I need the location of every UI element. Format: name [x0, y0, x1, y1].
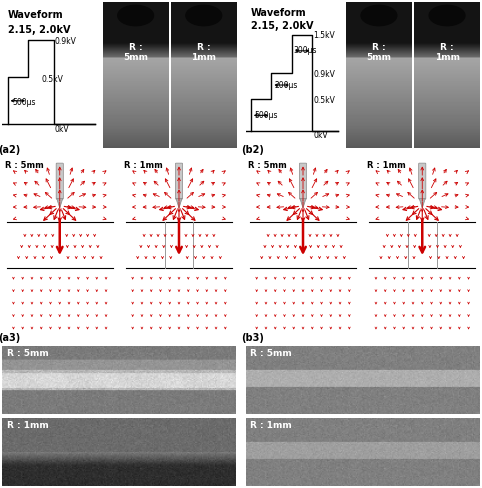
Text: (b2): (b2): [241, 145, 264, 155]
Text: Waveform: Waveform: [8, 10, 63, 20]
Text: R : 5mm: R : 5mm: [248, 161, 287, 170]
Text: R :
1mm: R : 1mm: [191, 43, 216, 62]
Text: 1.5kV: 1.5kV: [313, 32, 335, 41]
Ellipse shape: [186, 5, 222, 26]
FancyBboxPatch shape: [175, 163, 183, 199]
Ellipse shape: [361, 5, 397, 26]
Text: 0kV: 0kV: [313, 131, 328, 140]
Polygon shape: [300, 199, 306, 208]
Text: R : 1mm: R : 1mm: [124, 161, 162, 170]
Polygon shape: [57, 199, 63, 208]
Text: 0.9kV: 0.9kV: [313, 70, 335, 79]
Text: 500μs: 500μs: [13, 99, 36, 107]
Text: R : 5mm: R : 5mm: [250, 349, 292, 358]
Text: 300μs: 300μs: [293, 46, 317, 55]
Text: (b3): (b3): [241, 333, 264, 344]
Text: R : 5mm: R : 5mm: [7, 349, 49, 358]
Text: R : 1mm: R : 1mm: [367, 161, 406, 170]
Text: R :
5mm: R : 5mm: [123, 43, 148, 62]
Text: 2.15, 2.0kV: 2.15, 2.0kV: [251, 20, 313, 31]
Text: R : 5mm: R : 5mm: [5, 161, 43, 170]
Text: R : 1mm: R : 1mm: [7, 421, 49, 429]
Polygon shape: [419, 199, 425, 208]
Text: 0.5kV: 0.5kV: [41, 75, 63, 84]
Text: R :
5mm: R : 5mm: [366, 43, 391, 62]
Text: 0.5kV: 0.5kV: [313, 96, 335, 105]
Text: 500μs: 500μs: [254, 111, 278, 120]
Text: Waveform: Waveform: [251, 8, 307, 18]
Text: 0kV: 0kV: [55, 125, 69, 134]
FancyBboxPatch shape: [299, 163, 307, 199]
Text: 0.9kV: 0.9kV: [55, 37, 77, 46]
Text: (a3): (a3): [0, 333, 20, 344]
Ellipse shape: [118, 5, 154, 26]
Text: (a2): (a2): [0, 145, 20, 155]
FancyBboxPatch shape: [56, 163, 63, 199]
Text: R :
1mm: R : 1mm: [435, 43, 459, 62]
Polygon shape: [176, 199, 182, 208]
FancyBboxPatch shape: [419, 163, 426, 199]
Text: R : 1mm: R : 1mm: [250, 421, 292, 429]
Text: 200μs: 200μs: [274, 81, 298, 89]
Ellipse shape: [429, 5, 465, 26]
Text: 2.15, 2.0kV: 2.15, 2.0kV: [8, 25, 70, 35]
